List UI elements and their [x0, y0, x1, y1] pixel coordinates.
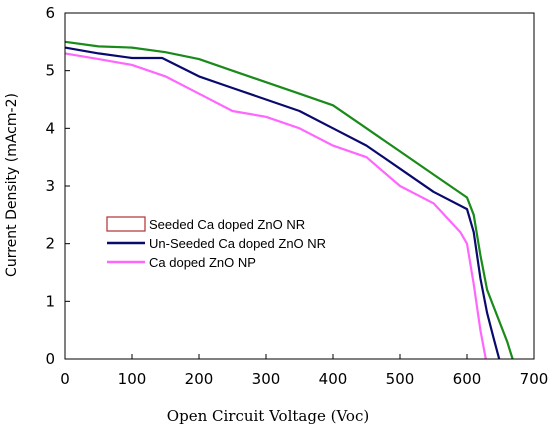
legend-box: [107, 215, 385, 274]
y-tick-label: 2: [45, 235, 55, 253]
x-tick-label: 400: [319, 370, 348, 388]
legend-label-1: Seeded Ca doped ZnO NR: [149, 217, 305, 232]
x-tick-label: 500: [386, 370, 415, 388]
y-tick-label: 3: [45, 177, 55, 195]
y-axis-title: Current Density (mAcm-2): [4, 93, 20, 277]
x-tick-label: 300: [252, 370, 281, 388]
x-tick-label: 100: [118, 370, 147, 388]
legend-swatch-1: [106, 216, 146, 232]
y-tick-label: 6: [45, 4, 55, 22]
x-tick-label: 600: [453, 370, 482, 388]
x-tick-label: 0: [60, 370, 70, 388]
y-tick-label: 0: [45, 350, 55, 368]
legend: Seeded Ca doped ZnO NR Un-Seeded Ca doped…: [106, 215, 385, 274]
x-tick-label: 700: [520, 370, 549, 388]
x-axis-title: Open Circuit Voltage (Voc): [167, 407, 369, 425]
series-line-2: [64, 46, 501, 360]
axes: 0 100 200 300 400 500 600 700 0 1 2 3 4 5 6: [45, 4, 548, 388]
legend-label-3: Ca doped ZnO NP: [149, 255, 256, 270]
plot-area: [64, 40, 514, 360]
y-tick-label: 4: [45, 119, 55, 137]
series-line-1: [64, 40, 514, 360]
x-tick-label: 200: [185, 370, 214, 388]
y-tick-label: 5: [45, 62, 55, 80]
legend-label-2: Un-Seeded Ca doped ZnO NR: [149, 236, 326, 251]
y-tick-label: 1: [45, 292, 55, 310]
series-line-3: [64, 52, 487, 360]
